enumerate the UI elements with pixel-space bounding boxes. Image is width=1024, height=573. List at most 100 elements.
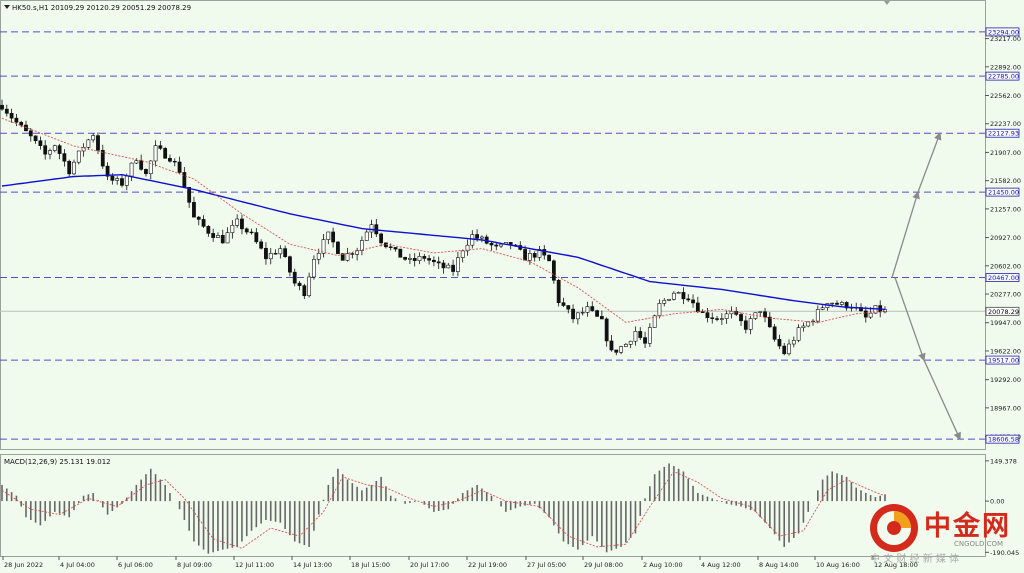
scroll-marker-icon[interactable]	[884, 1, 890, 5]
candle-body	[652, 315, 657, 328]
candle-body	[628, 340, 633, 345]
candle-body	[417, 256, 422, 261]
candle-body	[110, 175, 115, 181]
candle-body	[196, 216, 201, 220]
candle-body	[599, 316, 604, 320]
candle-body	[475, 234, 479, 239]
candle-body	[326, 231, 331, 240]
x-tick-label: 22 Jul 19:00	[468, 561, 507, 569]
candle-body	[691, 299, 695, 304]
candle-body	[532, 253, 537, 258]
candle-body	[235, 218, 240, 226]
candle-body	[729, 310, 734, 315]
candle-body	[571, 308, 575, 320]
y-tick-label: 19622.00	[990, 347, 1021, 355]
candle-body	[177, 161, 182, 173]
candle-body	[710, 317, 715, 319]
candle-body	[575, 312, 580, 320]
candle-body	[791, 339, 796, 345]
candle-body	[244, 228, 249, 233]
main-panel-frame	[0, 0, 986, 450]
candle-body	[830, 302, 835, 305]
candle-body	[460, 250, 465, 258]
candle-body	[134, 160, 139, 164]
level-price-box	[985, 187, 1020, 197]
candle-body	[868, 312, 873, 318]
candle-body	[0, 104, 4, 110]
price-axis: 23217.00 22892.00 22562.00 22237.00 21907.00…	[985, 27, 1021, 444]
candle-body	[57, 145, 62, 154]
y-tick-label: 18967.00	[990, 404, 1021, 412]
candle-body	[551, 260, 556, 281]
candle-body	[772, 326, 777, 340]
candle-body	[427, 258, 432, 261]
candle-body	[259, 241, 264, 249]
candle-body	[614, 349, 619, 353]
candle-body	[422, 256, 427, 259]
x-tick-label: 29 Jul 08:00	[584, 561, 623, 569]
candle-body	[580, 312, 585, 314]
candle-body	[379, 233, 384, 244]
candle-body	[38, 140, 43, 146]
candle-body	[144, 169, 148, 175]
x-tick-label: 8 Jul 09:00	[177, 561, 212, 569]
candle-body	[288, 256, 292, 273]
candle-body	[292, 271, 297, 284]
candle-body	[43, 145, 48, 155]
time-axis: 28 Jun 2022 4 Jul 04:00 6 Jul 06:00 8 Jul 0…	[2, 556, 918, 569]
candle-body	[455, 257, 460, 272]
level-price-label: 21450.00	[988, 189, 1019, 197]
candle-body	[432, 259, 436, 263]
candle-body	[76, 150, 81, 163]
candle-body	[547, 254, 551, 262]
candle-body	[264, 247, 268, 260]
candle-body	[527, 253, 532, 261]
x-tick-label: 14 Jul 13:00	[293, 561, 332, 569]
candle-body	[619, 346, 623, 353]
candle-body	[249, 231, 254, 234]
projection-arrow	[891, 190, 920, 278]
candle-body	[316, 253, 321, 260]
macd-y-tick-label: 149.378	[990, 457, 1017, 465]
x-tick-label: 4 Aug 12:00	[701, 561, 741, 569]
candle-body	[643, 337, 647, 344]
y-tick-label: 23217.00	[990, 35, 1021, 43]
watermark: 中金网 CNGOLD.COM 中 文 财 经 新 媒 体	[868, 502, 1018, 565]
candle-body	[523, 249, 527, 261]
candle-body	[561, 302, 566, 306]
candle-body	[686, 298, 691, 301]
candle-body	[278, 248, 283, 255]
dropdown-triangle-icon[interactable]	[4, 5, 10, 9]
candle-body	[609, 340, 614, 351]
candle-body	[273, 253, 278, 255]
cngold-logo-icon	[870, 504, 918, 552]
candle-body	[489, 243, 494, 246]
candle-body	[585, 306, 590, 313]
candle-body	[62, 153, 67, 162]
candle-body	[734, 310, 739, 315]
candle-body	[662, 300, 667, 304]
x-tick-label: 12 Aug 18:00	[874, 561, 918, 569]
candle-body	[192, 202, 196, 218]
candle-body	[187, 187, 192, 203]
candle-body	[465, 244, 470, 252]
level-price-box	[985, 128, 1020, 138]
y-tick-label: 22237.00	[990, 120, 1021, 128]
candle-body	[839, 302, 844, 305]
chart-title: HK50.s,H1 20109.29 20120.29 20051.29 200…	[4, 4, 191, 12]
candle-body	[883, 309, 887, 313]
candle-body	[331, 231, 336, 243]
level-price-box	[985, 273, 1020, 282]
candle-body	[844, 302, 849, 309]
candle-body	[470, 234, 475, 246]
candle-body	[537, 249, 542, 258]
candle-body	[148, 160, 153, 175]
candle-body	[446, 264, 451, 269]
candle-body	[124, 175, 129, 186]
candle-body	[158, 145, 163, 149]
x-tick-label: 6 Jul 06:00	[118, 561, 153, 569]
candle-body	[835, 302, 839, 305]
candle-body	[403, 256, 408, 260]
candle-body	[748, 318, 753, 330]
